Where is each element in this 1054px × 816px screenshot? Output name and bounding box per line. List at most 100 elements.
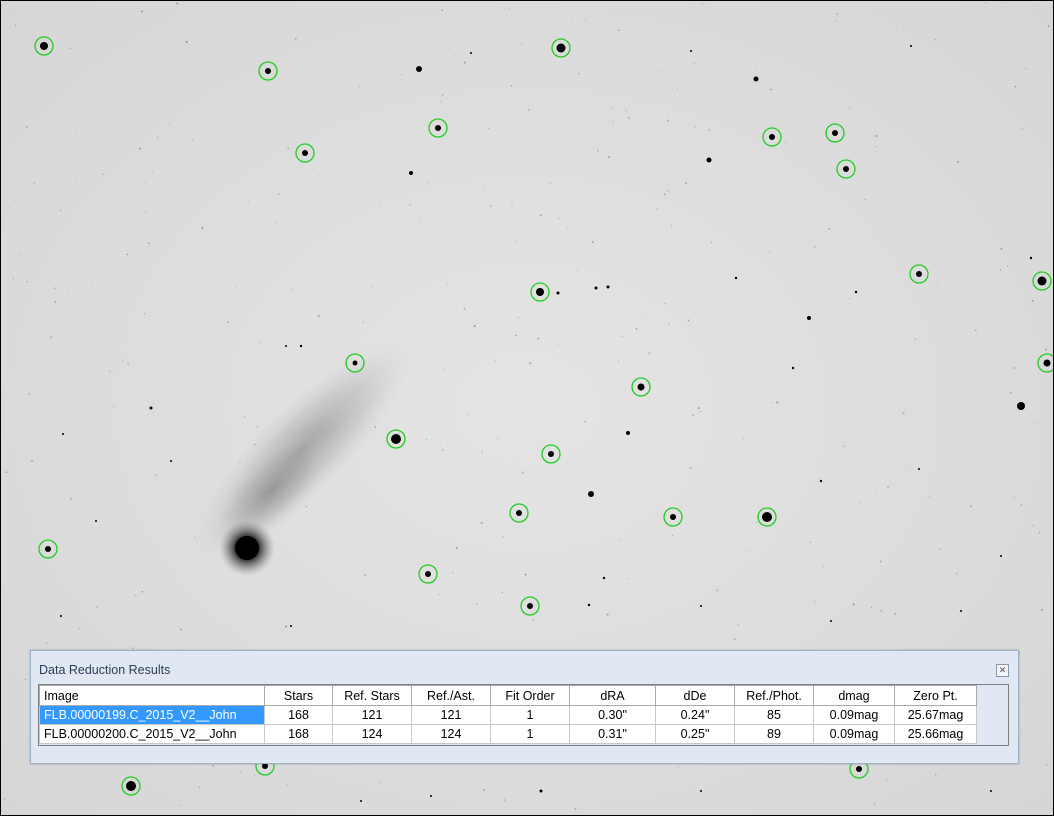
table-cell: 0.09mag: [813, 705, 895, 725]
star: [588, 491, 594, 497]
star: [769, 134, 775, 140]
star: [1017, 402, 1025, 410]
table-cell: 0.24": [655, 705, 735, 725]
star: [753, 76, 759, 82]
star: [856, 766, 862, 772]
table-cell: 124: [332, 724, 412, 744]
column-header-fit-order[interactable]: Fit Order: [490, 685, 570, 706]
marker-circle: [295, 143, 315, 163]
star: [149, 406, 153, 410]
star: [1029, 256, 1033, 260]
marker-circle: [520, 596, 540, 616]
close-icon[interactable]: ✕: [996, 664, 1009, 677]
marker-circle: [663, 507, 683, 527]
star: [1037, 276, 1047, 286]
marker-circle: [551, 38, 571, 58]
marker-circle: [530, 282, 550, 302]
star: [832, 130, 838, 136]
table-cell: 168: [264, 724, 333, 744]
marker-circle: [631, 377, 651, 397]
marker-circle: [1037, 353, 1053, 373]
star: [670, 514, 676, 520]
column-header-image[interactable]: Image: [39, 685, 265, 706]
star: [637, 383, 645, 391]
column-header-ref-phot[interactable]: Ref./Phot.: [734, 685, 814, 706]
star: [416, 66, 422, 72]
star: [700, 790, 702, 792]
marker-circle: [428, 118, 448, 138]
reference-star-markers: [34, 36, 1053, 796]
results-table[interactable]: Image Stars Ref. Stars Ref./Ast. Fit Order dR…: [39, 685, 977, 744]
star: [170, 460, 172, 462]
marker-circle: [509, 503, 529, 523]
table-cell: 1: [490, 724, 570, 744]
marker-circle: [757, 507, 777, 527]
star: [548, 451, 554, 457]
table-cell: 0.31": [569, 724, 656, 744]
table-cell: 121: [411, 705, 491, 725]
marker-circle: [345, 353, 365, 373]
table-cell: 25.67mag: [894, 705, 977, 725]
marker-circle: [38, 539, 58, 559]
star: [435, 125, 441, 131]
star: [262, 763, 268, 769]
star: [807, 316, 811, 320]
marker-circle: [836, 159, 856, 179]
table-cell: 168: [264, 705, 333, 725]
table-cell: 124: [411, 724, 491, 744]
table-cell: 0.25": [655, 724, 735, 744]
star: [536, 288, 544, 296]
star: [516, 510, 522, 516]
star: [391, 434, 401, 444]
star: [409, 171, 413, 175]
marker-circle: [418, 564, 438, 584]
star: [45, 546, 51, 552]
star: [690, 50, 692, 52]
column-header-ref-stars[interactable]: Ref. Stars: [332, 685, 412, 706]
column-header-dra[interactable]: dRA: [569, 685, 656, 706]
star: [425, 571, 431, 577]
star: [706, 157, 712, 163]
star: [626, 431, 630, 435]
star: [470, 52, 472, 54]
star: [95, 520, 97, 522]
comet: [190, 340, 412, 576]
star: [430, 795, 432, 797]
table-row[interactable]: FLB.00000199.C_2015_V2__John 168 121 121 1 0.…: [39, 705, 977, 725]
star: [299, 344, 303, 348]
star: [916, 271, 922, 277]
marker-circle: [541, 444, 561, 464]
marker-circle: [909, 264, 929, 284]
star: [910, 45, 912, 47]
column-header-ref-ast[interactable]: Ref./Ast.: [411, 685, 491, 706]
column-header-dmag[interactable]: dmag: [813, 685, 895, 706]
star: [360, 800, 362, 802]
star: [290, 625, 292, 627]
column-header-stars[interactable]: Stars: [264, 685, 333, 706]
table-cell: 25.66mag: [894, 724, 977, 744]
column-header-zero-pt[interactable]: Zero Pt.: [894, 685, 977, 706]
table-row[interactable]: FLB.00000200.C_2015_V2__John 168 124 124 1 0.…: [39, 724, 977, 744]
star: [265, 68, 271, 74]
marker-circle: [121, 776, 141, 796]
star: [594, 286, 598, 290]
star: [602, 576, 606, 580]
marker-circle: [258, 61, 278, 81]
column-header-dde[interactable]: dDe: [655, 685, 735, 706]
table-cell: 89: [734, 724, 814, 744]
star: [527, 603, 533, 609]
star: [843, 166, 849, 172]
table-cell: 0.09mag: [813, 724, 895, 744]
star: [960, 610, 962, 612]
data-reduction-results-panel[interactable]: Data Reduction Results ✕ Image Stars Ref. …: [30, 650, 1019, 764]
star: [918, 468, 920, 470]
star: [791, 366, 795, 370]
marker-circle: [1032, 271, 1052, 291]
star: [352, 360, 358, 366]
table-cell: 1: [490, 705, 570, 725]
star: [1000, 555, 1002, 557]
star: [62, 433, 64, 435]
marker-circle: [825, 123, 845, 143]
